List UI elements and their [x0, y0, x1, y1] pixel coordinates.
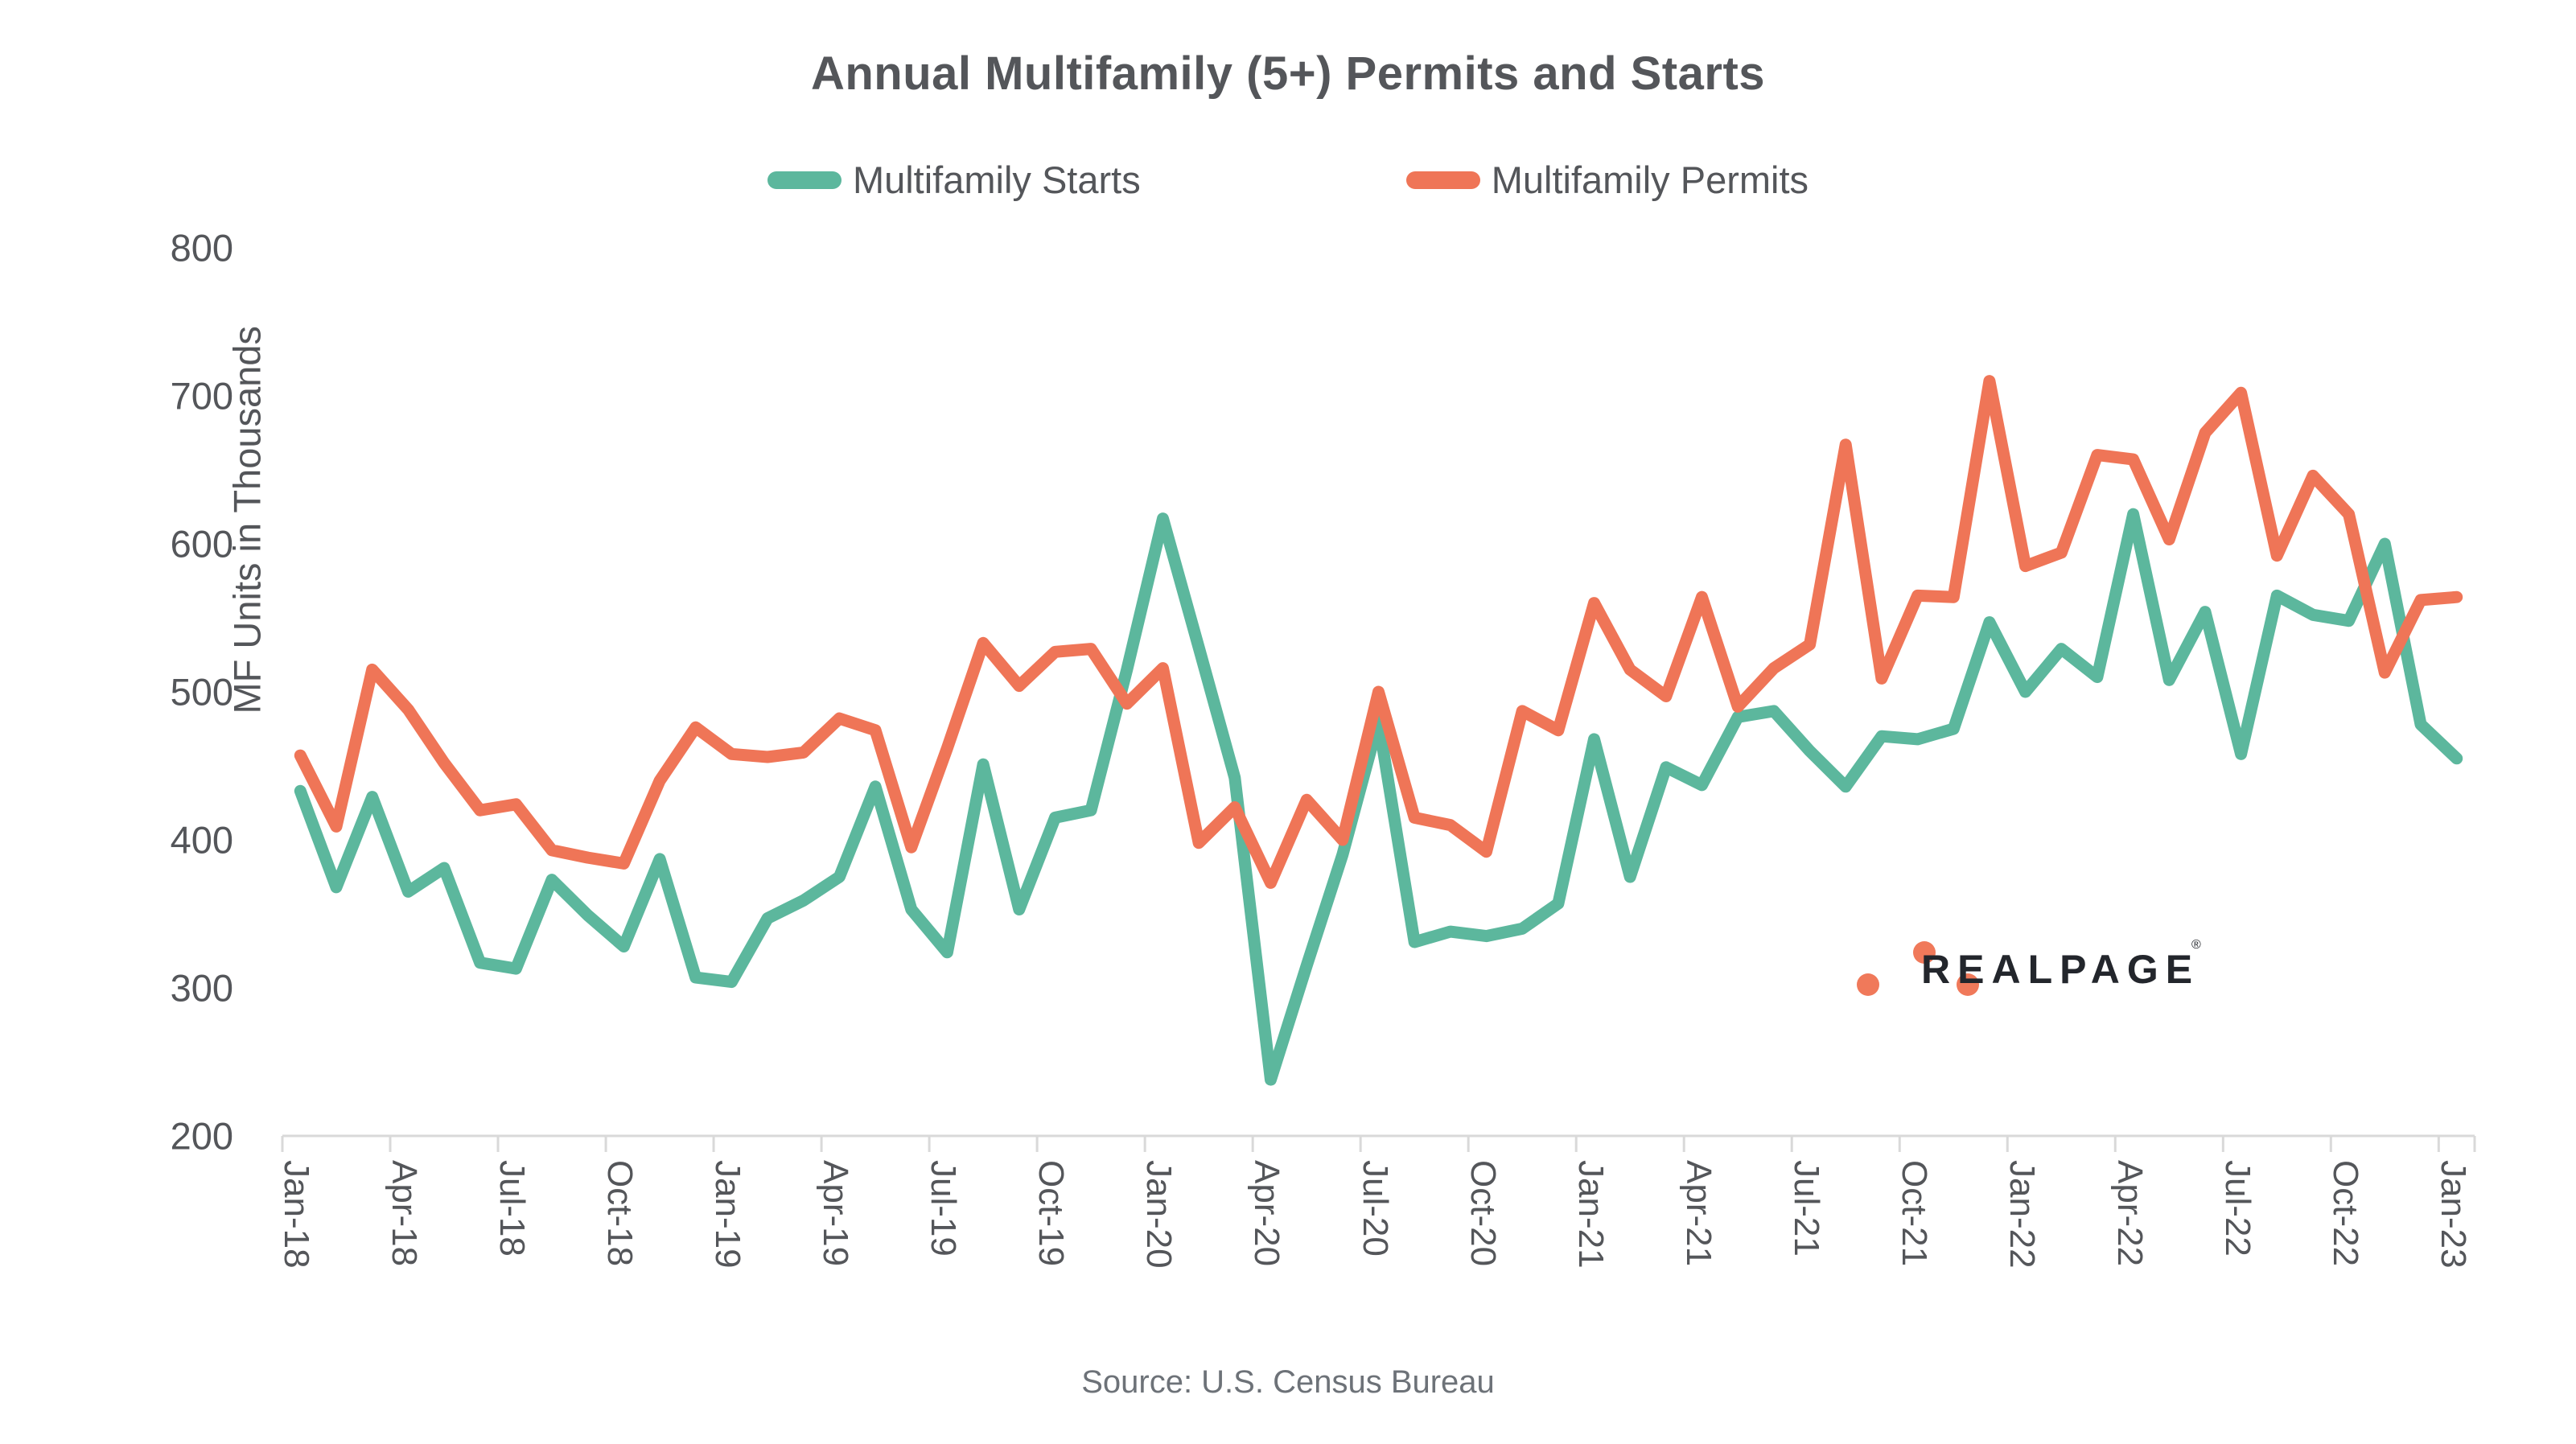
chart-title: Annual Multifamily (5+) Permits and Star…: [810, 47, 1766, 100]
x-tick-label: Apr-18: [385, 1160, 425, 1267]
x-tick-label: Jul-21: [1786, 1160, 1826, 1257]
x-tick-label: Jan-18: [277, 1160, 317, 1269]
starts-line: [294, 508, 2463, 1086]
legend-item-starts: Multifamily Starts: [767, 158, 1141, 202]
starts-legend-label: Multifamily Starts: [852, 158, 1141, 201]
realpage-logo-text: REALPAGE: [1921, 947, 2200, 992]
x-tick-label: Oct-19: [1031, 1160, 1072, 1267]
x-tick-label: Apr-20: [1247, 1160, 1287, 1267]
x-tick-label: Oct-18: [600, 1160, 640, 1267]
x-tick-label: Jan-23: [2433, 1160, 2473, 1269]
y-tick-label: 800: [170, 226, 233, 269]
realpage-logo: REALPAGE ®: [1850, 924, 2220, 1012]
x-tick-label: Jul-22: [2217, 1160, 2257, 1257]
legend: Multifamily Starts Multifamily Permits: [0, 158, 2576, 202]
permits-line: [294, 375, 2463, 889]
y-tick-label: 400: [170, 818, 233, 862]
logo-dot-icon: [1913, 941, 1936, 964]
permits-legend-label: Multifamily Permits: [1491, 158, 1809, 201]
x-tick-label: Jul-20: [1355, 1160, 1395, 1257]
x-tick-label: Jan-22: [2002, 1160, 2042, 1269]
y-tick-label: 700: [170, 374, 233, 418]
legend-item-permits: Multifamily Permits: [1405, 158, 1809, 202]
x-tick-label: Jul-19: [924, 1160, 964, 1257]
x-tick-label: Jan-20: [1139, 1160, 1179, 1269]
y-tick-label: 300: [170, 966, 233, 1010]
x-tick-label: Apr-19: [816, 1160, 856, 1267]
y-tick-label: 500: [170, 670, 233, 714]
permits-legend-swatch-icon: [1405, 171, 1480, 189]
x-tick-label: Apr-21: [1678, 1160, 1718, 1267]
source-note: Source: U.S. Census Bureau: [1081, 1364, 1495, 1400]
logo-dot-icon: [1857, 973, 1879, 996]
x-tick-label: Apr-22: [2109, 1160, 2150, 1267]
x-tick-label: Oct-21: [1894, 1160, 1934, 1267]
x-tick-label: Jan-19: [708, 1160, 748, 1269]
x-tick-label: Oct-20: [1463, 1160, 1503, 1267]
y-tick-label: 200: [170, 1114, 233, 1158]
x-tick-label: Oct-22: [2325, 1160, 2365, 1267]
y-tick-label: 600: [170, 522, 233, 566]
x-tick-label: Jul-18: [492, 1160, 533, 1257]
starts-legend-swatch-icon: [767, 171, 842, 189]
registered-mark-icon: ®: [2191, 938, 2201, 952]
x-tick-label: Jan-21: [1570, 1160, 1611, 1269]
logo-dot-icon: [1957, 973, 1979, 996]
